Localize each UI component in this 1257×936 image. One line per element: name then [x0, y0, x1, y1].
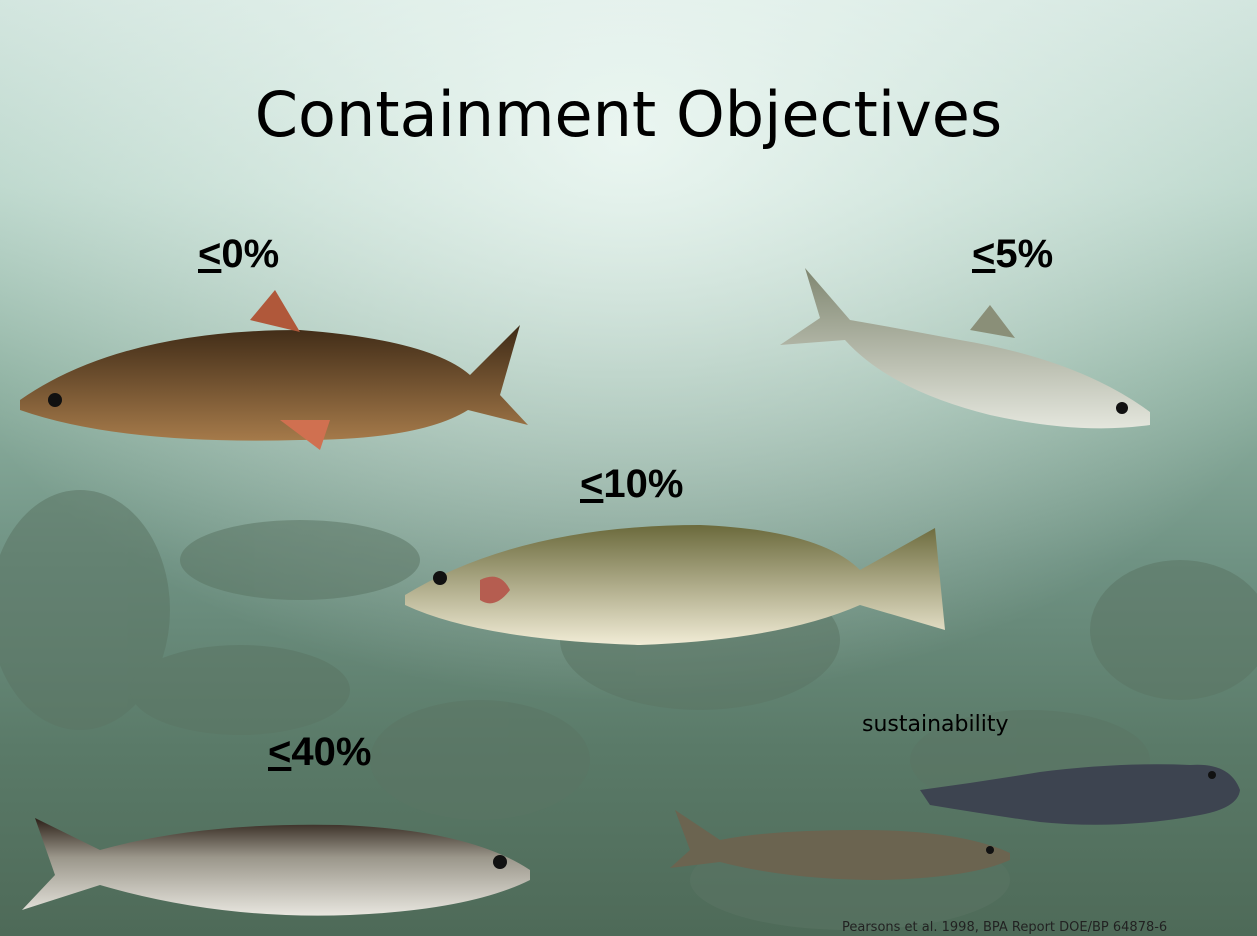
- objective-label: <5%: [972, 232, 1054, 276]
- juvenile-salmon: [780, 268, 1150, 429]
- objective-label: <40%: [268, 730, 372, 774]
- citation: Pearsons et al. 1998, BPA Report DOE/BP …: [842, 920, 1168, 935]
- objective-label: <0%: [198, 232, 280, 276]
- dace: [670, 810, 1010, 880]
- cutthroat-trout: [405, 525, 945, 645]
- whitefish: [22, 818, 530, 916]
- brook-trout: [20, 290, 528, 450]
- sustainability-label: sustainability: [862, 712, 1009, 737]
- sculpin: [920, 764, 1240, 825]
- slide-title: Containment Objectives: [254, 78, 1003, 151]
- objective-label: <10%: [580, 462, 684, 506]
